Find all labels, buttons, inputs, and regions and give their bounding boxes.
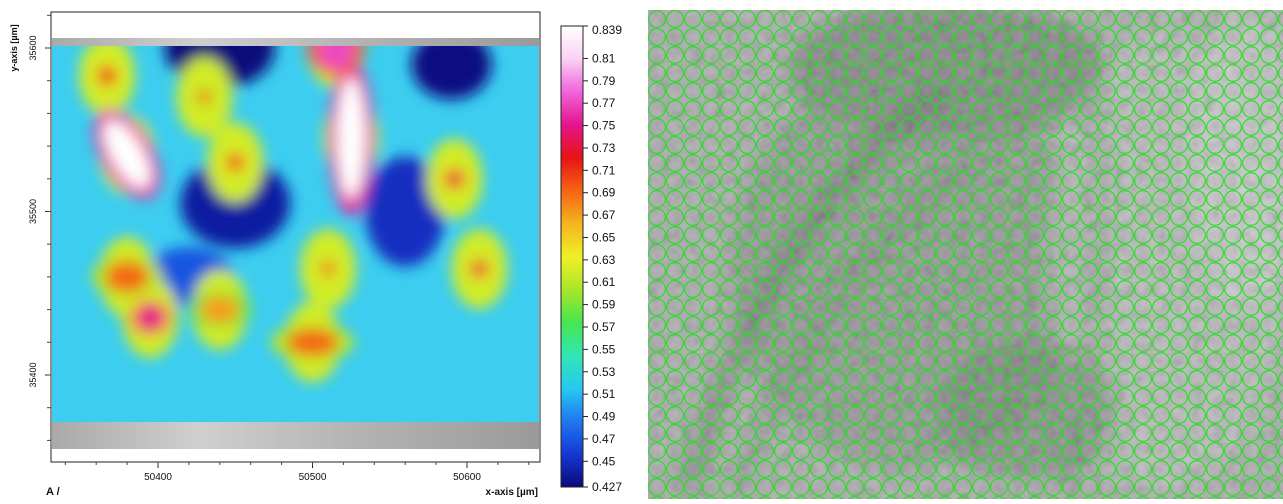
- heatmap-hotspot: [226, 153, 245, 172]
- heatmap-coldspot: [365, 156, 446, 267]
- colorbar-tick-label: 0.427: [592, 480, 622, 494]
- y-axis: 35600 35500 35400: [28, 14, 51, 441]
- colorbar-tick-label: 0.51: [592, 387, 616, 401]
- heatmap-hotspot: [320, 261, 335, 276]
- heatmap-area: [52, 46, 539, 422]
- colorbar-tick-label: 0.45: [592, 454, 616, 468]
- heatmap-panel: 50400 50500 50600 35600 35500 35400 x-axis […: [0, 0, 640, 499]
- heatmap-hotspot: [199, 295, 240, 324]
- colorbar-tick-label: 0.59: [592, 298, 616, 312]
- colorbar-tick-label: 0.69: [592, 186, 616, 200]
- colorbar-ticks: 0.839 0.81 0.79 0.77 0.75 0.73 0.71 0.69 0.67 0.6…: [583, 23, 622, 494]
- top-strip: [52, 38, 539, 46]
- colorbar: [560, 25, 584, 488]
- microscope-image: [648, 10, 1283, 499]
- colorbar-tick-label: 0.79: [592, 74, 616, 88]
- x-axis: 50400 50500 50600: [64, 462, 530, 483]
- heatmap-hotspot: [97, 65, 118, 86]
- heatmap-hotspot: [136, 303, 165, 332]
- bottom-strip: [52, 422, 539, 449]
- y-tick-label: 35400: [28, 362, 38, 387]
- microscope-image-panel: [648, 10, 1283, 499]
- heatmap-coldspot: [180, 158, 291, 249]
- x-tick-label: 50600: [453, 472, 481, 483]
- colorbar-tick-label: 0.71: [592, 163, 616, 177]
- colorbar-tick-label: 0.47: [592, 432, 616, 446]
- heatmap-hotspot: [337, 77, 366, 198]
- colorbar-tick-label: 0.65: [592, 230, 616, 244]
- x-tick-label: 50500: [299, 472, 327, 483]
- colorbar-tick-label: 0.57: [592, 320, 616, 334]
- heatmap-hotspot: [317, 46, 354, 70]
- heatmap-hotspot: [471, 260, 488, 277]
- colorbar-tick-label: 0.75: [592, 119, 616, 133]
- heatmap-hotspot: [103, 120, 151, 189]
- colorbar-tick-label: 0.73: [592, 141, 616, 155]
- heatmap-hotspot: [197, 90, 212, 105]
- colorbar-tick-label: 0.63: [592, 253, 616, 267]
- y-tick-label: 35600: [28, 35, 38, 60]
- colorbar-tick-label: 0.61: [592, 275, 616, 289]
- heatmap-hotspot: [445, 169, 464, 188]
- x-axis-label: x-axis [µm]: [486, 487, 538, 498]
- colorbar-tick-label: 0.53: [592, 365, 616, 379]
- corner-label: A /: [46, 486, 60, 498]
- colorbar-tick-label: 0.77: [592, 96, 616, 110]
- heatmap-hotspot: [105, 260, 150, 293]
- heatmap-chart: 50400 50500 50600 35600 35500 35400 x-axis […: [9, 11, 622, 498]
- colorbar-tick-label: 0.839: [592, 23, 622, 37]
- colorbar-tick-label: 0.67: [592, 208, 616, 222]
- heatmap-hotspot: [286, 328, 339, 357]
- y-axis-label: y-axis [µm]: [9, 24, 19, 71]
- colorbar-tick-label: 0.55: [592, 342, 616, 356]
- colorbar-tick-label: 0.81: [592, 51, 616, 65]
- x-tick-label: 50400: [144, 472, 172, 483]
- y-tick-label: 35500: [28, 199, 38, 224]
- heatmap-coldspot: [411, 46, 492, 100]
- colorbar-tick-label: 0.49: [592, 410, 616, 424]
